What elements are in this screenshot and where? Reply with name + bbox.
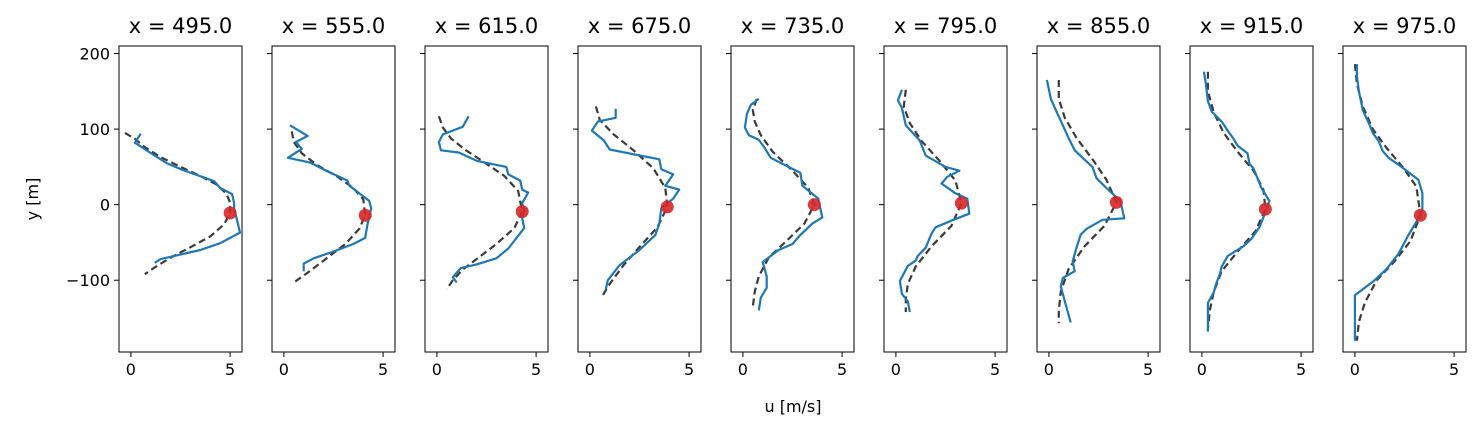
center-point <box>807 198 821 212</box>
panel-3: 0 5 x = 675.0 <box>573 14 702 379</box>
panel-0: 200 100 0 −100 0 5 x = 495.0 <box>66 14 243 379</box>
observed-line <box>896 89 971 313</box>
x-tick-label: 0 <box>585 360 595 379</box>
panel-title: x = 615.0 <box>435 14 539 38</box>
observed-line <box>133 133 242 264</box>
observed-line <box>437 115 530 284</box>
x-tick-label: 5 <box>225 360 235 379</box>
y-tick-label: −100 <box>66 271 110 290</box>
panel-title: x = 915.0 <box>1200 14 1304 38</box>
fit-line <box>594 106 669 298</box>
x-tick-label: 0 <box>1044 360 1054 379</box>
x-tick-label: 5 <box>837 360 847 379</box>
panel-1: 0 5 x = 555.0 <box>267 14 396 379</box>
observed-line <box>590 108 681 290</box>
panel-2: 0 5 x = 615.0 <box>420 14 549 379</box>
y-tick-label: 100 <box>79 120 110 139</box>
y-tick-label: 200 <box>79 45 110 64</box>
panel-frame <box>271 45 396 353</box>
fit-line <box>902 89 963 312</box>
x-tick-label: 0 <box>891 360 901 379</box>
panel-6: 0 5 x = 855.0 <box>1032 14 1161 379</box>
panel-title: x = 735.0 <box>741 14 845 38</box>
panel-8: 0 5 x = 975.0 <box>1338 14 1467 379</box>
panel-4: 0 5 x = 735.0 <box>726 14 855 379</box>
panel-title: x = 855.0 <box>1047 14 1151 38</box>
panel-frame <box>1036 45 1161 353</box>
fit-line <box>290 131 367 284</box>
x-tick-label: 0 <box>738 360 748 379</box>
observed-line <box>286 124 373 272</box>
center-point <box>515 204 529 218</box>
x-tick-label: 5 <box>1449 360 1459 379</box>
observed-line <box>1353 64 1424 341</box>
center-point <box>223 206 237 220</box>
panel-frame <box>1189 45 1314 353</box>
x-tick-label: 0 <box>1197 360 1207 379</box>
x-tick-label: 5 <box>1296 360 1306 379</box>
panel-frame <box>1342 45 1467 353</box>
fit-line <box>124 131 232 276</box>
center-point <box>1258 202 1272 216</box>
observed-line <box>743 98 824 311</box>
x-tick-label: 5 <box>990 360 1000 379</box>
center-point <box>660 200 674 214</box>
y-tick-label: 0 <box>100 196 110 215</box>
panel-frame <box>883 45 1008 353</box>
y-axis-label: y [m] <box>23 178 42 221</box>
panel-title: x = 675.0 <box>588 14 692 38</box>
center-point <box>1109 195 1123 209</box>
x-tick-label: 0 <box>279 360 289 379</box>
x-tick-label: 5 <box>1143 360 1153 379</box>
fit-line <box>751 98 816 307</box>
panel-frame <box>118 45 243 353</box>
fit-line <box>1206 71 1267 331</box>
x-tick-label: 0 <box>432 360 442 379</box>
x-tick-label: 0 <box>126 360 136 379</box>
x-axis-label: u [m/s] <box>764 397 821 416</box>
observed-line <box>1202 71 1271 332</box>
panel-5: 0 5 x = 795.0 <box>879 14 1008 379</box>
x-tick-label: 5 <box>378 360 388 379</box>
panel-7: 0 5 x = 915.0 <box>1185 14 1314 379</box>
panel-frame <box>577 45 702 353</box>
fit-line <box>1057 80 1118 324</box>
panel-title: x = 495.0 <box>129 14 233 38</box>
panel-title: x = 795.0 <box>894 14 998 38</box>
panel-frame <box>424 45 549 353</box>
x-tick-label: 5 <box>684 360 694 379</box>
x-tick-label: 0 <box>1350 360 1360 379</box>
panel-title: x = 975.0 <box>1353 14 1457 38</box>
center-point <box>358 208 372 222</box>
panel-title: x = 555.0 <box>282 14 386 38</box>
center-point <box>1413 208 1427 222</box>
center-point <box>954 196 968 210</box>
x-tick-label: 5 <box>531 360 541 379</box>
fit-line <box>1353 63 1422 341</box>
observed-line <box>1045 79 1126 323</box>
panel-frame <box>730 45 855 353</box>
panels-group: 200 100 0 −100 0 5 x = 495.0 0 5 x = 555.0 0 5 x = 6… <box>66 14 1467 379</box>
